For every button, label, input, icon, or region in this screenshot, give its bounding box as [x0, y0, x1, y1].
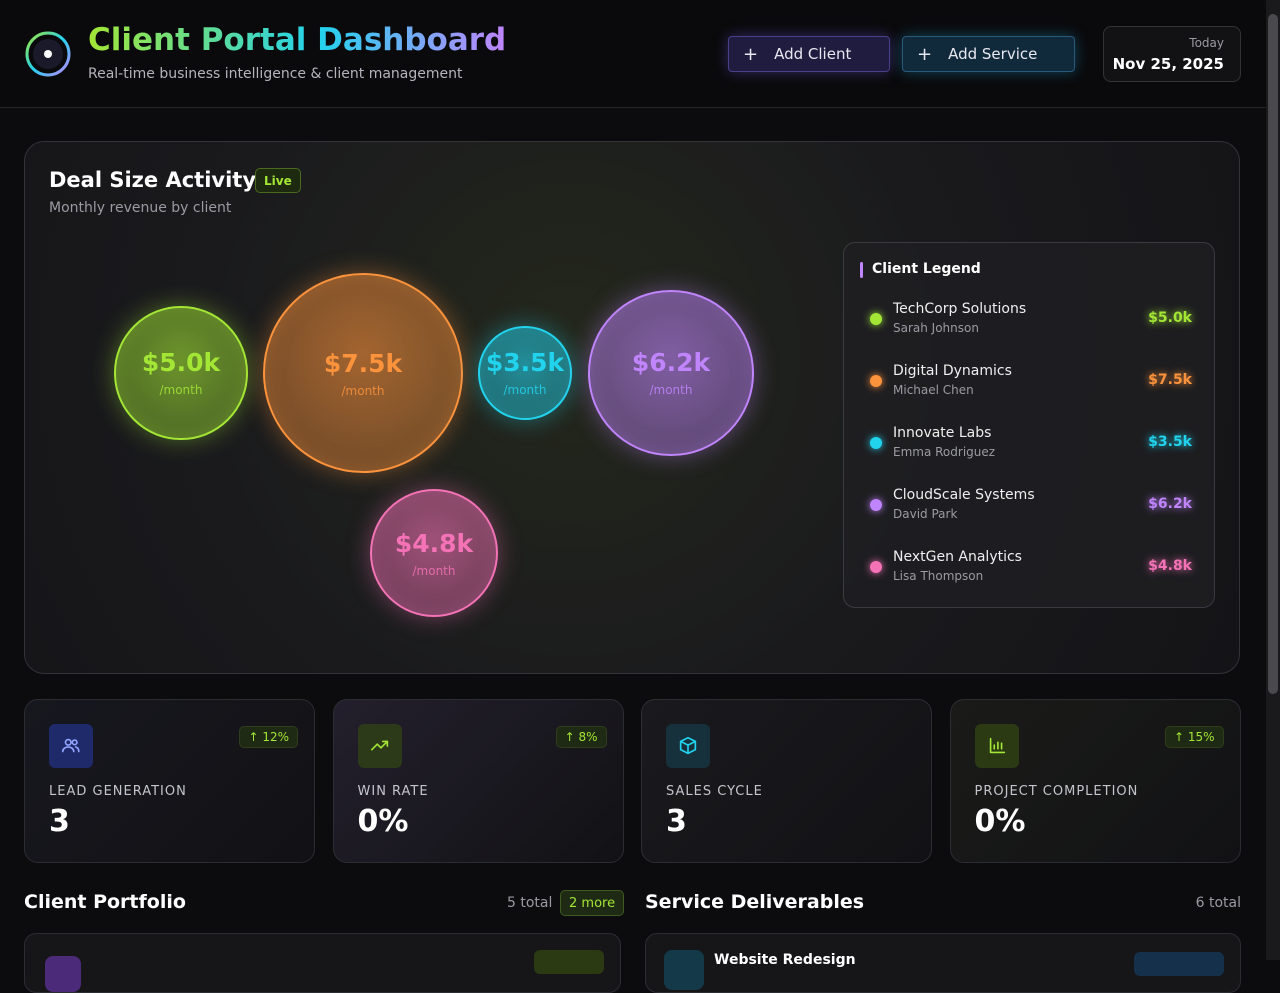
client-name: TechCorp Solutions: [893, 301, 1027, 317]
total: 5 total: [507, 895, 553, 911]
section-title: Client Portfolio: [24, 891, 186, 913]
bubble-value: $7.5k: [323, 348, 403, 378]
bubble: $7.5k/month: [263, 273, 463, 473]
bubble-value: $3.5k: [485, 348, 565, 378]
client-card[interactable]: [24, 933, 621, 993]
legend-dot: [870, 313, 882, 325]
bubble-unit: /month: [159, 383, 203, 398]
bubble-unit: /month: [649, 383, 693, 398]
client-value: $6.2k: [1148, 496, 1192, 512]
stat-icon: [974, 724, 1019, 768]
stat-card: ↑ 12% LEAD GENERATION 3: [24, 699, 315, 863]
logo: [25, 31, 71, 77]
stat-card: SALES CYCLE 3: [641, 699, 932, 863]
legend-dot: [870, 437, 882, 449]
client-value: $5.0k: [1148, 310, 1192, 326]
total: 6 total: [1195, 895, 1241, 911]
legend-dot: [870, 561, 882, 573]
stat-card: ↑ 15% PROJECT COMPLETION 0%: [949, 699, 1241, 863]
legend: Client Legend TechCorp Solutions Sarah Jo…: [843, 242, 1215, 608]
legend-row: TechCorp Solutions Sarah Johnson $5.0k: [844, 299, 1216, 349]
client-name: Digital Dynamics: [893, 363, 1012, 379]
live-badge: Live: [255, 168, 301, 193]
scrollbar[interactable]: [1266, 0, 1280, 960]
stat-label: PROJECT COMPLETION: [974, 784, 1139, 799]
title: Client Portal Dashboard: [88, 22, 507, 58]
bubble-value: $6.2k: [631, 348, 711, 378]
stat-label: WIN RATE: [357, 784, 429, 799]
button-label: Add Service: [948, 45, 1038, 63]
client-value: $7.5k: [1148, 372, 1192, 388]
service-card[interactable]: Website Redesign: [645, 933, 1241, 993]
add-client-button[interactable]: + Add Client: [728, 36, 890, 72]
stat-icon: [666, 724, 710, 768]
client-contact: Lisa Thompson: [893, 569, 984, 583]
bubble-unit: /month: [412, 563, 456, 578]
bubble: $4.8k/month: [370, 489, 498, 617]
bubble: $6.2k/month: [588, 290, 754, 456]
stat-value: 3: [666, 804, 687, 839]
subtitle: Real-time business intelligence & client…: [88, 66, 463, 82]
bubble-unit: /month: [341, 383, 385, 398]
client-contact: Emma Rodriguez: [893, 445, 996, 459]
stat-label: LEAD GENERATION: [49, 784, 187, 799]
legend-dot: [870, 499, 882, 511]
panel-subtitle: Monthly revenue by client: [49, 200, 232, 216]
stat-change: ↑ 12%: [239, 726, 298, 748]
stat-icon: [357, 724, 402, 768]
panel-title: Deal Size Activity: [49, 168, 257, 192]
legend-dot: [870, 375, 882, 387]
date: Nov 25, 2025: [1112, 55, 1224, 73]
stat-value: 0%: [974, 804, 1026, 839]
date-box: Today Nov 25, 2025: [1103, 26, 1241, 82]
stat-icon: [49, 724, 93, 768]
legend-row: Digital Dynamics Michael Chen $7.5k: [844, 361, 1216, 411]
more-badge[interactable]: 2 more: [560, 890, 625, 916]
legend-row: Innovate Labs Emma Rodriguez $3.5k: [844, 423, 1216, 473]
client-value: $3.5k: [1148, 434, 1192, 450]
client-contact: Michael Chen: [893, 383, 974, 397]
legend-title: Client Legend: [872, 261, 981, 277]
client-name: CloudScale Systems: [893, 487, 1035, 503]
date-label: Today: [1189, 36, 1224, 50]
stat-change: ↑ 15%: [1164, 726, 1224, 748]
bubble: $3.5k/month: [478, 326, 572, 420]
bubble-value: $5.0k: [141, 348, 221, 378]
button-label: Add Client: [774, 45, 852, 63]
stat-value: 3: [49, 804, 70, 839]
header: Client Portal Dashboard Real-time busine…: [0, 0, 1266, 108]
client-value: $4.8k: [1148, 558, 1192, 574]
client-name: Innovate Labs: [893, 425, 992, 441]
legend-row: NextGen Analytics Lisa Thompson $4.8k: [844, 547, 1216, 597]
client-contact: David Park: [893, 507, 958, 521]
section-title: Service Deliverables: [645, 891, 865, 913]
bubble-value: $4.8k: [394, 528, 474, 558]
add-service-button[interactable]: + Add Service: [902, 36, 1075, 72]
stat-change: ↑ 8%: [555, 726, 607, 748]
stat-card: ↑ 8% WIN RATE 0%: [332, 699, 624, 863]
stat-value: 0%: [357, 804, 409, 839]
bubble-unit: /month: [503, 383, 547, 398]
legend-row: CloudScale Systems David Park $6.2k: [844, 485, 1216, 535]
stat-label: SALES CYCLE: [666, 784, 763, 799]
client-contact: Sarah Johnson: [893, 321, 979, 335]
service-name: Website Redesign: [714, 952, 856, 968]
bubble: $5.0k/month: [114, 306, 248, 440]
client-name: NextGen Analytics: [893, 549, 1022, 565]
